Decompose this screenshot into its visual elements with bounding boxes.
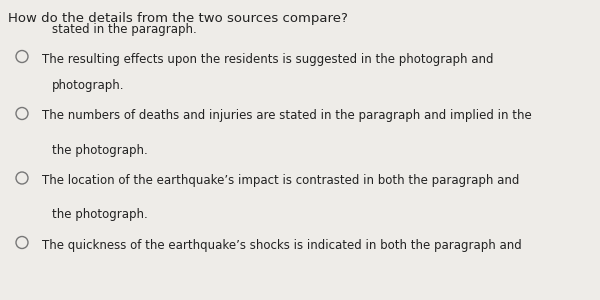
Text: photograph.: photograph. (52, 80, 125, 92)
Text: How do the details from the two sources compare?: How do the details from the two sources … (8, 12, 348, 25)
Text: the photograph.: the photograph. (52, 208, 148, 221)
Text: stated in the paragraph.: stated in the paragraph. (52, 22, 197, 35)
Text: The location of the earthquake’s impact is contrasted in both the paragraph and: The location of the earthquake’s impact … (42, 174, 520, 187)
Text: The quickness of the earthquake’s shocks is indicated in both the paragraph and: The quickness of the earthquake’s shocks… (42, 238, 522, 251)
Text: The resulting effects upon the residents is suggested in the photograph and: The resulting effects upon the residents… (42, 52, 493, 65)
Text: The numbers of deaths and injuries are stated in the paragraph and implied in th: The numbers of deaths and injuries are s… (42, 110, 532, 122)
Text: the photograph.: the photograph. (52, 144, 148, 157)
